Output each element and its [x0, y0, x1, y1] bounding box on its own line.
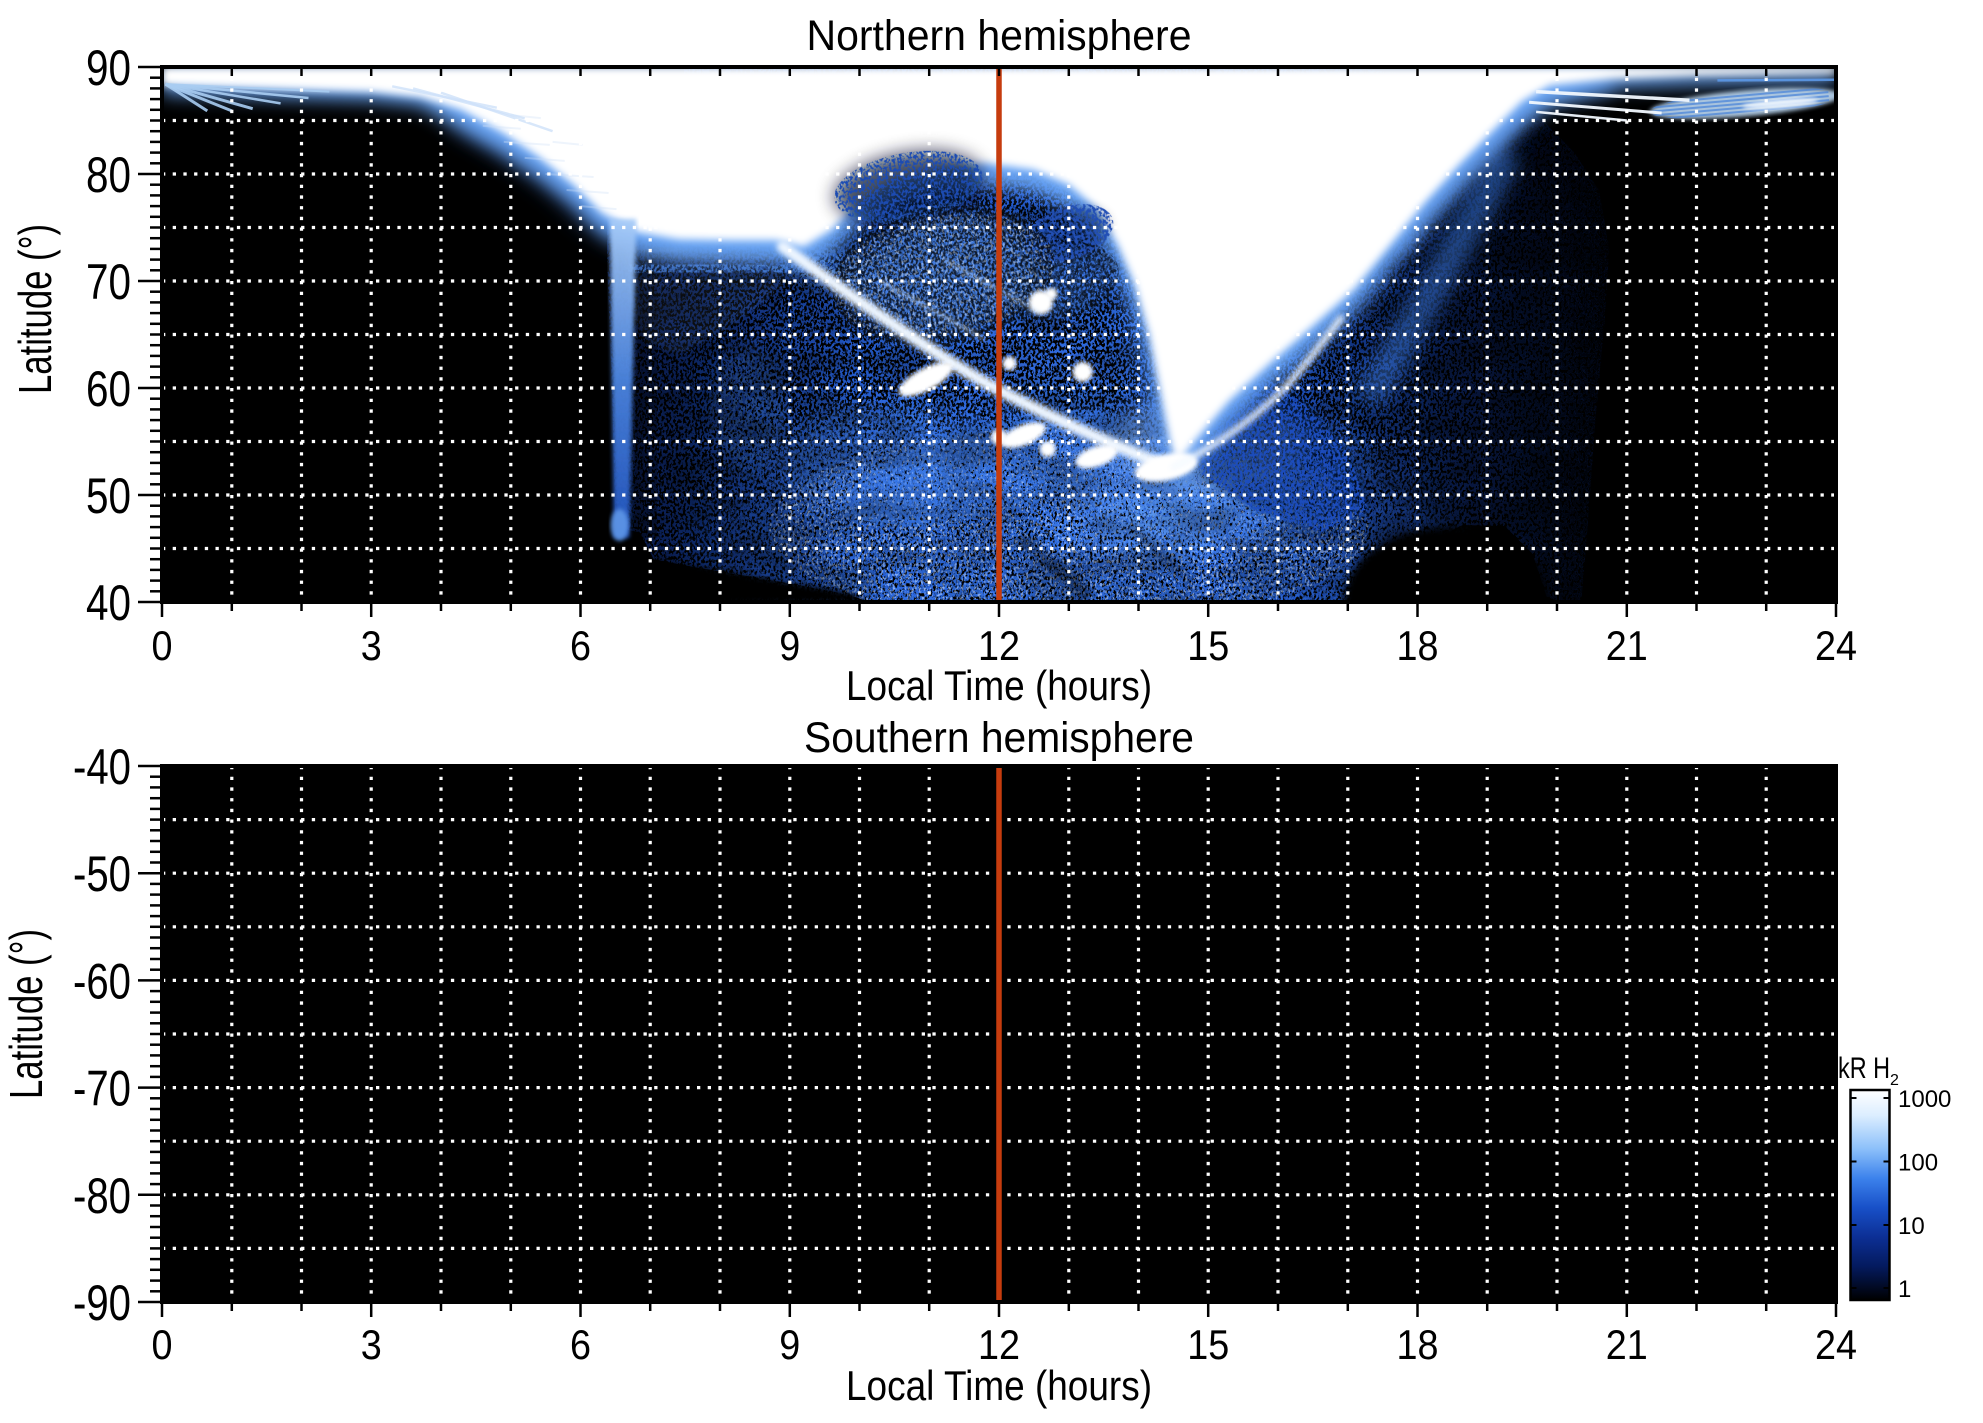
svg-text:6: 6 [570, 1321, 591, 1368]
svg-text:12: 12 [978, 622, 1020, 669]
svg-text:kR H2: kR H2 [1838, 1052, 1899, 1089]
svg-text:100: 100 [1898, 1150, 1938, 1177]
svg-text:50: 50 [86, 468, 131, 524]
svg-text:24: 24 [1815, 1321, 1857, 1368]
svg-text:6: 6 [570, 622, 591, 669]
svg-text:-50: -50 [73, 846, 131, 902]
svg-text:90: 90 [86, 40, 131, 96]
svg-text:0: 0 [152, 1321, 173, 1368]
svg-text:-80: -80 [73, 1168, 131, 1224]
svg-text:24: 24 [1815, 622, 1857, 669]
svg-text:80: 80 [86, 147, 131, 203]
svg-text:Latitude (°): Latitude (°) [0, 929, 52, 1099]
svg-text:3: 3 [361, 1321, 382, 1368]
svg-text:-60: -60 [73, 953, 131, 1009]
svg-text:9: 9 [779, 1321, 800, 1368]
svg-text:15: 15 [1187, 622, 1229, 669]
svg-text:18: 18 [1397, 622, 1439, 669]
svg-text:3: 3 [361, 622, 382, 669]
svg-text:15: 15 [1187, 1321, 1229, 1368]
svg-text:Southern hemisphere: Southern hemisphere [804, 714, 1194, 762]
svg-text:21: 21 [1606, 1321, 1648, 1368]
svg-text:12: 12 [978, 1321, 1020, 1368]
svg-text:0: 0 [152, 622, 173, 669]
svg-text:-70: -70 [73, 1061, 131, 1117]
svg-text:60: 60 [86, 361, 131, 417]
svg-text:1000: 1000 [1898, 1086, 1951, 1113]
svg-text:70: 70 [86, 254, 131, 310]
svg-text:1: 1 [1898, 1276, 1911, 1303]
svg-text:9: 9 [779, 622, 800, 669]
svg-text:18: 18 [1397, 1321, 1439, 1368]
svg-text:Local Time (hours): Local Time (hours) [846, 1362, 1152, 1409]
svg-text:Local Time (hours): Local Time (hours) [846, 662, 1152, 709]
svg-text:-40: -40 [73, 739, 131, 795]
svg-text:-90: -90 [73, 1275, 131, 1331]
svg-text:21: 21 [1606, 622, 1648, 669]
svg-text:40: 40 [86, 575, 131, 631]
svg-text:10: 10 [1898, 1213, 1925, 1240]
svg-text:Northern hemisphere: Northern hemisphere [807, 12, 1192, 60]
svg-text:Latitude (°): Latitude (°) [9, 224, 61, 394]
